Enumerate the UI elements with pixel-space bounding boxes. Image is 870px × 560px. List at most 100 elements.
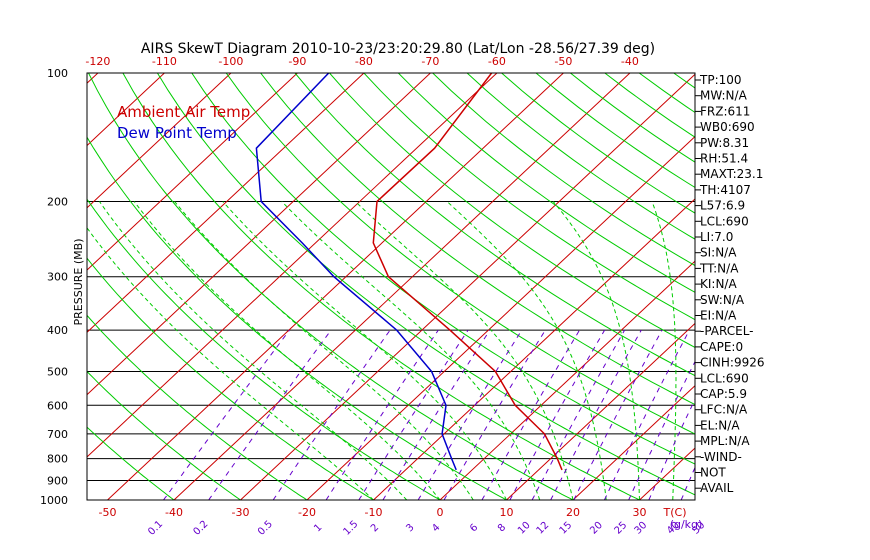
dry-adiabat-line <box>432 73 695 267</box>
bottom-temp-tick-label: -20 <box>298 506 316 519</box>
stability-index-label: MPL:N/A <box>700 434 750 448</box>
dry-adiabat-line <box>260 73 695 406</box>
pressure-tick-label: 800 <box>47 453 68 466</box>
bottom-temp-tick-label: 20 <box>566 506 580 519</box>
mixing-ratio-line <box>272 329 391 500</box>
dry-adiabat-line <box>363 73 695 321</box>
isotherm-line <box>173 73 631 500</box>
y-axis-label: PRESSURE (MB) <box>72 239 85 326</box>
stability-index-label: SI:N/A <box>700 246 737 260</box>
bottom-temp-tick-label: -10 <box>365 506 383 519</box>
dry-adiabat-line <box>87 198 442 500</box>
bottom-temp-tick-label: -30 <box>232 506 250 519</box>
isotherm-line <box>306 135 695 500</box>
mixing-ratio-line <box>481 329 580 500</box>
dry-adiabat-line <box>777 73 870 509</box>
mixing-ratio-tick-label: 30 <box>633 520 650 537</box>
isotherm-line <box>639 447 695 500</box>
mixing-ratio-line <box>680 466 695 500</box>
dry-adiabat-line <box>87 370 242 500</box>
chart-legend: Ambient Air Temp Dew Point Temp <box>117 103 250 142</box>
stability-index-label: CINH:9926 <box>700 356 765 370</box>
temp-axis-label: T(C) <box>663 506 687 519</box>
top-temp-tick-label: -80 <box>355 55 373 68</box>
plot-frame <box>86 72 696 501</box>
dry-adiabat-line <box>87 257 375 500</box>
stability-index-label: FRZ:611 <box>700 104 750 118</box>
isotherm-line <box>506 322 695 500</box>
stability-index-label: TT:N/A <box>699 261 739 275</box>
stability-index-label: -PARCEL- <box>700 324 754 338</box>
chart-series <box>255 73 563 471</box>
dry-adiabat-line <box>846 73 870 509</box>
mixing-ratio-line <box>603 329 690 500</box>
mixing-ratio-line <box>208 329 332 500</box>
isotherm-line <box>87 73 165 147</box>
stability-index-label: LFC:N/A <box>700 403 748 417</box>
dew-point-temp-line <box>255 73 457 471</box>
dry-adiabat-line <box>294 73 695 377</box>
mixing-ratio-line <box>550 329 642 500</box>
pressure-tick-label: 700 <box>47 428 68 441</box>
mixing-ratio-tick-label: 10 <box>516 520 533 537</box>
legend-ambient-air-temp: Ambient Air Temp <box>117 103 250 121</box>
chart-title: AIRS SkewT Diagram 2010-10-23/23:20:29.8… <box>141 41 655 57</box>
stability-index-label: CAPE:0 <box>700 340 743 354</box>
moist-adiabat-line <box>281 201 541 500</box>
isotherm-line <box>87 73 232 209</box>
mixing-ratio-tick-label: 6 <box>468 522 480 534</box>
dry-adiabat-line <box>811 73 870 509</box>
dry-adiabat-line <box>87 314 308 500</box>
dry-adiabat-line <box>87 136 508 500</box>
top-temp-tick-label: -90 <box>288 55 306 68</box>
top-temp-tick-label: -110 <box>152 55 177 68</box>
bottom-temp-tick-label: 30 <box>633 506 647 519</box>
moist-adiabat-line <box>354 201 574 500</box>
isotherm-line <box>439 260 695 500</box>
moist-adiabat-line <box>651 201 677 500</box>
isotherm-line <box>87 73 298 271</box>
dry-adiabat-line <box>466 73 695 240</box>
stability-index-label: RH:51.4 <box>700 152 748 166</box>
pressure-tick-label: 100 <box>47 67 68 80</box>
mixing-ratio-line <box>382 329 491 500</box>
pressure-tick-label: 500 <box>47 365 68 378</box>
pressure-tick-label: 1000 <box>40 494 68 507</box>
stability-index-label: MW:N/A <box>700 89 748 103</box>
dry-adiabat-line <box>397 73 695 293</box>
top-temp-tick-label: -60 <box>488 55 506 68</box>
mixing-ratio-tick-label: 15 <box>558 520 575 537</box>
stability-index-label: LCL:690 <box>700 371 749 385</box>
moist-adiabat-line <box>446 201 607 500</box>
top-temp-tick-label: -70 <box>421 55 439 68</box>
mixing-ratio-tick-label: 2 <box>369 522 381 534</box>
stability-index-label: LCL:690 <box>700 214 749 228</box>
stability-index-label: EI:N/A <box>700 309 737 323</box>
bottom-temp-tick-label: 10 <box>500 506 514 519</box>
isotherm-line <box>373 198 695 500</box>
mixing-ratio-tick-label: 0.5 <box>256 519 275 538</box>
pressure-tick-label: 300 <box>47 271 68 284</box>
mixing-ratio-tick-label: 4 <box>430 522 442 534</box>
mixing-ratio-tick-label: 1 <box>312 522 324 534</box>
mixing-ratio-tick-label: 12 <box>535 520 552 537</box>
dry-adiabat-line <box>329 73 695 348</box>
moist-adiabat-line <box>222 201 507 500</box>
pressure-tick-label: 600 <box>47 399 68 412</box>
pressure-tick-label: 900 <box>47 474 68 487</box>
dry-adiabat-line <box>122 73 641 500</box>
stability-index-label: KI:N/A <box>700 277 737 291</box>
stability-index-label: SW:N/A <box>700 293 745 307</box>
stability-index-label: WB0:690 <box>700 120 755 134</box>
isotherm-line <box>572 385 695 500</box>
top-temp-tick-label: -40 <box>621 55 639 68</box>
moist-adiabat-line <box>133 201 441 500</box>
isotherm-line <box>240 73 695 500</box>
stability-index-label: PW:8.31 <box>700 136 749 150</box>
mixing-ratio-line <box>509 329 606 500</box>
pressure-tick-label: 400 <box>47 324 68 337</box>
mixing-ratio-line <box>325 329 439 500</box>
mixing-ratio-line <box>531 329 626 500</box>
mixing-ratio-tick-label: 25 <box>613 520 630 537</box>
